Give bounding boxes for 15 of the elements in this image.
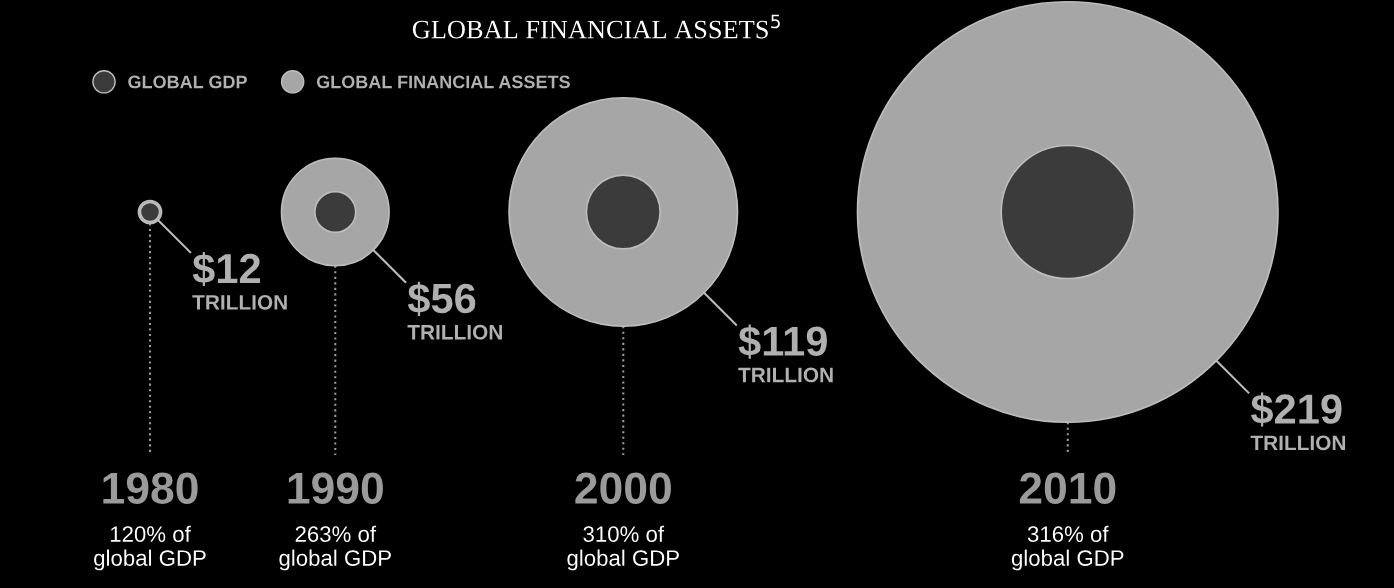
category-label: 1990 [288,472,383,504]
data-label: $119 TRILLION [738,324,833,383]
data-label: 120% of global GDP [94,525,206,571]
data-label: $219 TRILLION [1250,392,1346,451]
data-label: $56 TRILLION [407,281,502,340]
data-label: 310% of global GDP [567,525,679,571]
data-label: 316% of global GDP [1011,525,1124,571]
category-label: 1980 [103,472,198,504]
data-label: $12 TRILLION [192,251,287,310]
data-label: 263% of global GDP [279,525,391,571]
text: GLOBAL FINANCIAL ASSETS$^{5}$ [412,14,780,39]
legend-label: GLOBAL FINANCIAL ASSETS [316,75,570,89]
category-label: 2000 [575,472,671,504]
category-label: 2010 [1019,472,1116,504]
legend-label: GLOBAL GDP [128,75,247,89]
